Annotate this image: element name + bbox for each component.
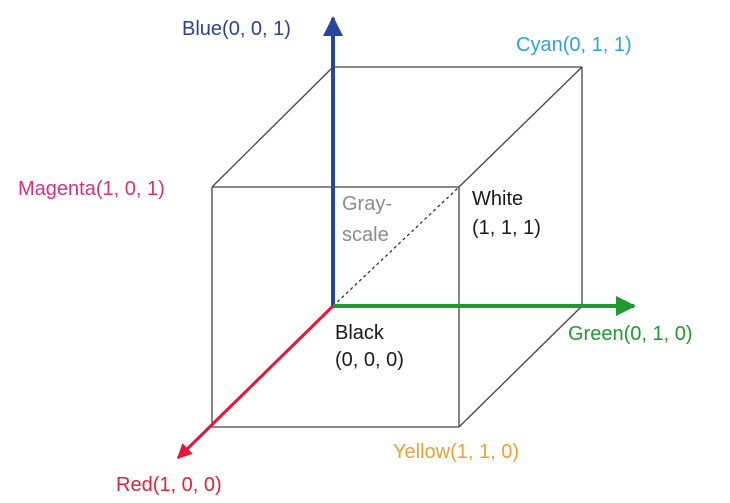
red-axis-arrow [176, 304, 335, 460]
top-right-depth-edge [458, 66, 583, 188]
green-label: Green(0, 1, 0) [568, 323, 693, 345]
top-left-depth-edge [211, 66, 334, 188]
cyan-label: Cyan(0, 1, 1) [516, 34, 632, 56]
red-label: Red(1, 0, 0) [116, 474, 222, 496]
grayscale-label-line2: scale [342, 224, 389, 246]
grayscale-label-line1: Gray- [342, 193, 392, 215]
white-label-coords: (1, 1, 1) [472, 217, 541, 239]
magenta-label: Magenta(1, 0, 1) [18, 178, 165, 200]
grayscale-diagonal [332, 186, 460, 307]
bottom-right-depth-edge [458, 305, 583, 428]
black-label-coords: (0, 0, 0) [335, 349, 404, 371]
yellow-label: Yellow(1, 1, 0) [393, 441, 519, 463]
black-label-name: Black [335, 322, 385, 344]
cube-edges [211, 66, 583, 428]
blue-label: Blue(0, 0, 1) [182, 18, 291, 40]
white-label-name: White [472, 188, 523, 210]
